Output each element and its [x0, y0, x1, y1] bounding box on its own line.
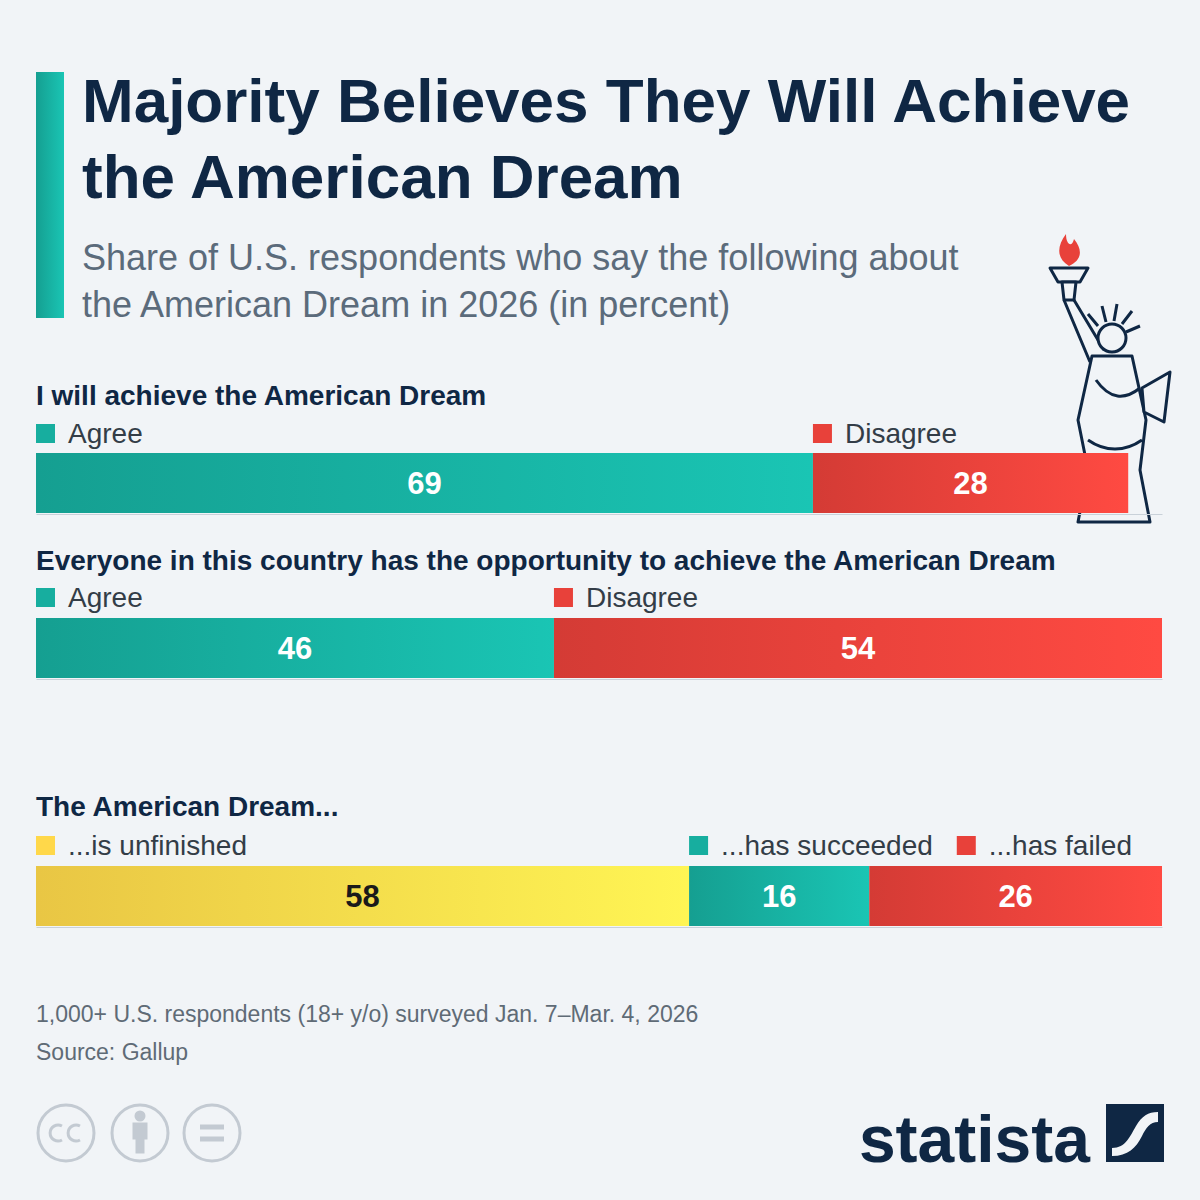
- statue-head: [1098, 324, 1126, 352]
- bar-segment: [36, 618, 554, 678]
- panel-title: Everyone in this country has the opportu…: [36, 545, 1056, 576]
- license-circle: [112, 1105, 168, 1161]
- legend-item: ...has succeeded: [689, 830, 933, 861]
- legend-item: Agree: [36, 418, 143, 449]
- axis-line: [37, 927, 1163, 928]
- bars: [36, 453, 1128, 513]
- legend-item: Agree: [36, 582, 143, 613]
- legend-swatch: [957, 836, 976, 855]
- legend-label: Agree: [68, 582, 143, 613]
- statue-handle: [1062, 282, 1076, 300]
- title: Majority Believes They Will Achievethe A…: [82, 66, 1130, 211]
- legend-label: Agree: [68, 418, 143, 449]
- x-axis: [37, 514, 1163, 515]
- panel-title: The American Dream...: [36, 791, 338, 822]
- statue-crown: [1088, 304, 1140, 332]
- legend-label: ...has failed: [989, 830, 1132, 861]
- legend-swatch: [36, 836, 55, 855]
- bar-segment: [36, 866, 689, 926]
- axis-line: [37, 514, 1163, 515]
- axis-line: [37, 679, 1163, 680]
- legend-label: Disagree: [845, 418, 957, 449]
- accent-bar: [36, 72, 64, 318]
- legend-swatch: [554, 588, 573, 607]
- background: [0, 0, 1200, 1200]
- data-label: 58: [345, 879, 379, 914]
- data-label: 26: [998, 879, 1032, 914]
- legend-item: Disagree: [813, 418, 957, 449]
- license-by-head: [136, 1112, 144, 1120]
- legend-label: ...has succeeded: [721, 830, 933, 861]
- brand-square: [1106, 1104, 1164, 1162]
- legend-swatch: [36, 424, 55, 443]
- chart-panel: I will achieve the American Dream 69 28 Agr…: [36, 380, 1163, 515]
- license-cc: [50, 1125, 80, 1141]
- x-axis: [37, 927, 1163, 928]
- x-axis: [37, 679, 1163, 680]
- source: Source: Gallup: [36, 1039, 188, 1065]
- bars: [36, 618, 1162, 678]
- bar-segment: [813, 453, 1128, 513]
- bar-segment: [554, 618, 1162, 678]
- legend-swatch: [36, 588, 55, 607]
- chart-panel: Everyone in this country has the opportu…: [36, 545, 1163, 680]
- statue-arm: [1064, 300, 1104, 362]
- legend-item: ...has failed: [957, 830, 1132, 861]
- bars: [36, 866, 1162, 926]
- data-label: 69: [407, 466, 441, 501]
- statue-robe: [1088, 380, 1142, 449]
- chart-page: Majority Believes They Will Achievethe A…: [0, 0, 1200, 1200]
- legend-item: Disagree: [554, 582, 698, 613]
- data-label: 28: [953, 466, 987, 501]
- license-by-body: [134, 1124, 146, 1152]
- statue-flame: [1059, 234, 1080, 266]
- legend-item: ...is unfinished: [36, 830, 247, 861]
- legend-label: ...is unfinished: [68, 830, 247, 861]
- data-label: 16: [762, 879, 796, 914]
- brand-icon: [1106, 1104, 1164, 1162]
- bar-segment: [869, 866, 1162, 926]
- bar-segment: [689, 866, 869, 926]
- data-label: 46: [278, 631, 312, 666]
- license-circle: [38, 1105, 94, 1161]
- data-label: 54: [841, 631, 876, 666]
- legend-label: Disagree: [586, 582, 698, 613]
- footnote: 1,000+ U.S. respondents (18+ y/o) survey…: [36, 1001, 698, 1027]
- panel-title: I will achieve the American Dream: [36, 380, 486, 411]
- statue-torch: [1050, 268, 1088, 282]
- license-nd: [200, 1127, 224, 1139]
- bar-segment: [36, 453, 813, 513]
- brand-logo: statista: [859, 1102, 1091, 1176]
- license-circle: [184, 1105, 240, 1161]
- legend-swatch: [813, 424, 832, 443]
- statue-tablet: [1142, 372, 1170, 422]
- license-icons: [38, 1105, 240, 1161]
- chart-panel: The American Dream... 58 16 26 ...is unfinis…: [36, 791, 1163, 928]
- subtitle: Share of U.S. respondents who say the fo…: [82, 237, 959, 325]
- brand-wave: [1112, 1112, 1158, 1156]
- legend-swatch: [689, 836, 708, 855]
